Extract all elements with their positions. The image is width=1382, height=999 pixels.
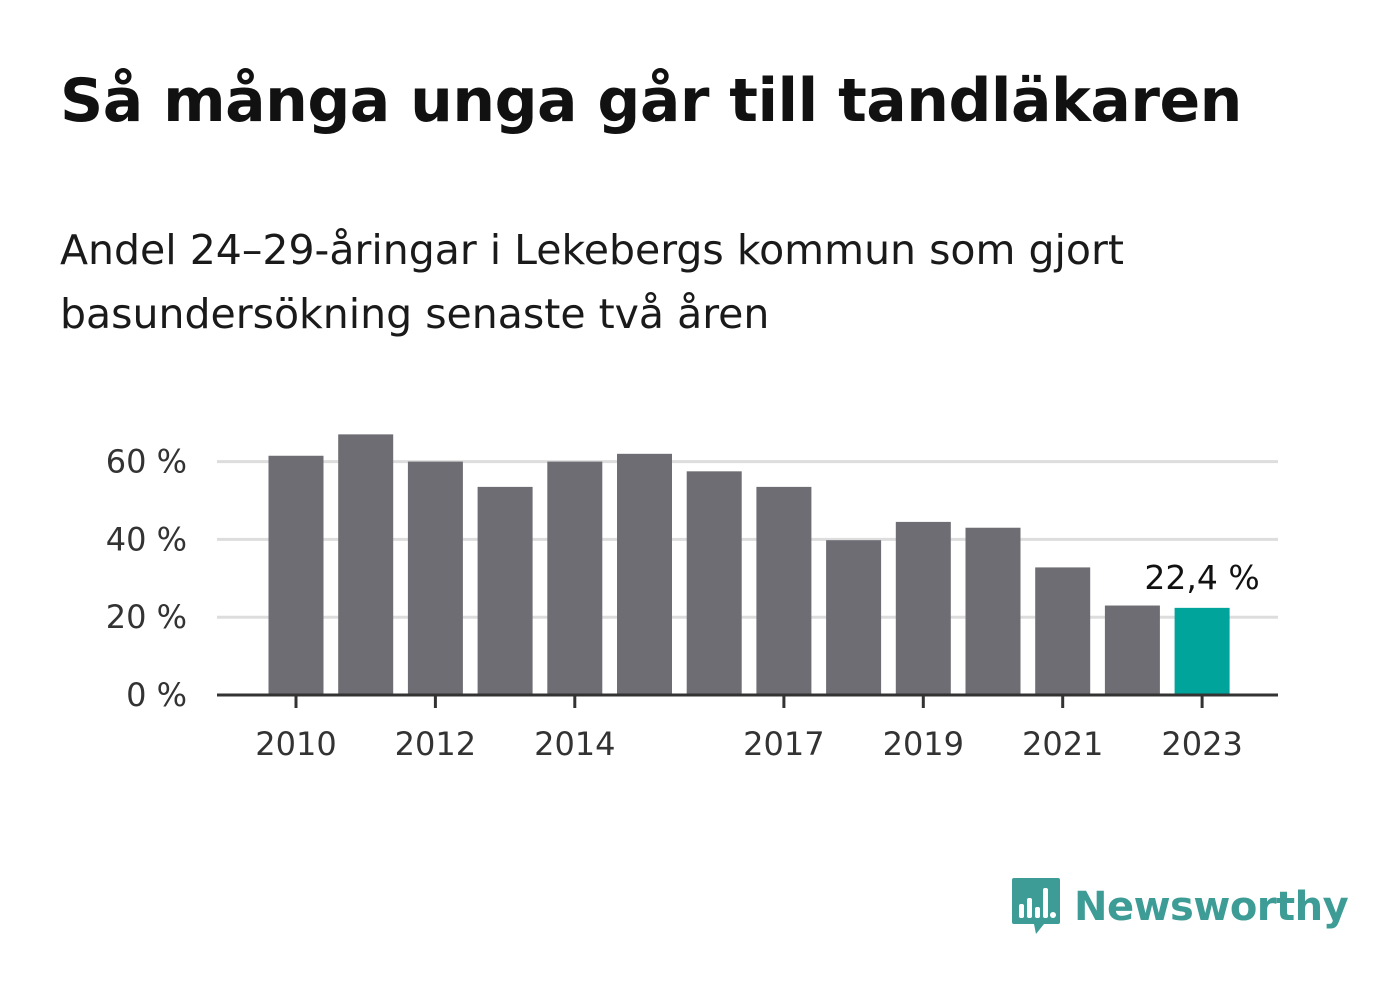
x-tick-label: 2012: [395, 725, 476, 763]
chart-subtitle: Andel 24–29-åringar i Lekebergs kommun s…: [60, 226, 1124, 338]
bar-2018: [826, 540, 882, 695]
x-tick-label: 2019: [883, 725, 964, 763]
bar-2014: [547, 461, 603, 695]
bar-2019: [895, 521, 951, 695]
bar-2016: [686, 471, 742, 695]
bar-2013: [477, 486, 533, 695]
data-label: 22,4 %: [1144, 558, 1259, 597]
y-tick-label: 60 %: [106, 443, 187, 481]
data-labels: 22,4 %: [1144, 558, 1259, 597]
newsworthy-logo: Newsworthy: [1010, 876, 1349, 938]
x-tick-label: 2010: [255, 725, 336, 763]
bar-chart-speech-bubble-icon: [1012, 878, 1060, 934]
x-tick-labels: 2010 2012 2014 2017 2019 2021 2023: [255, 725, 1243, 763]
bar-2012: [407, 461, 463, 695]
brand-name: Newsworthy: [1074, 884, 1349, 930]
y-tick-label: 0 %: [126, 676, 187, 714]
x-tick-label: 2014: [534, 725, 615, 763]
x-tick-label: 2021: [1022, 725, 1103, 763]
x-tick-label: 2017: [743, 725, 824, 763]
x-tick-label: 2023: [1161, 725, 1242, 763]
bar-2010: [268, 455, 324, 695]
bar-2011: [338, 434, 394, 695]
grid-lines: [217, 460, 1278, 619]
bar-2021: [1035, 567, 1091, 695]
x-axis: [217, 693, 1278, 708]
bar-2022: [1104, 605, 1160, 695]
y-tick-label: 40 %: [106, 520, 187, 558]
bar-2015: [617, 453, 672, 695]
bar-2020: [965, 527, 1021, 695]
y-tick-label: 20 %: [106, 598, 187, 636]
bar-2023: [1174, 607, 1230, 695]
bar-2017: [756, 486, 812, 695]
bars: [268, 434, 1230, 695]
y-tick-labels: 0 % 20 % 40 % 60 %: [106, 443, 187, 714]
chart-title: Så många unga går till tandläkaren: [60, 66, 1242, 136]
